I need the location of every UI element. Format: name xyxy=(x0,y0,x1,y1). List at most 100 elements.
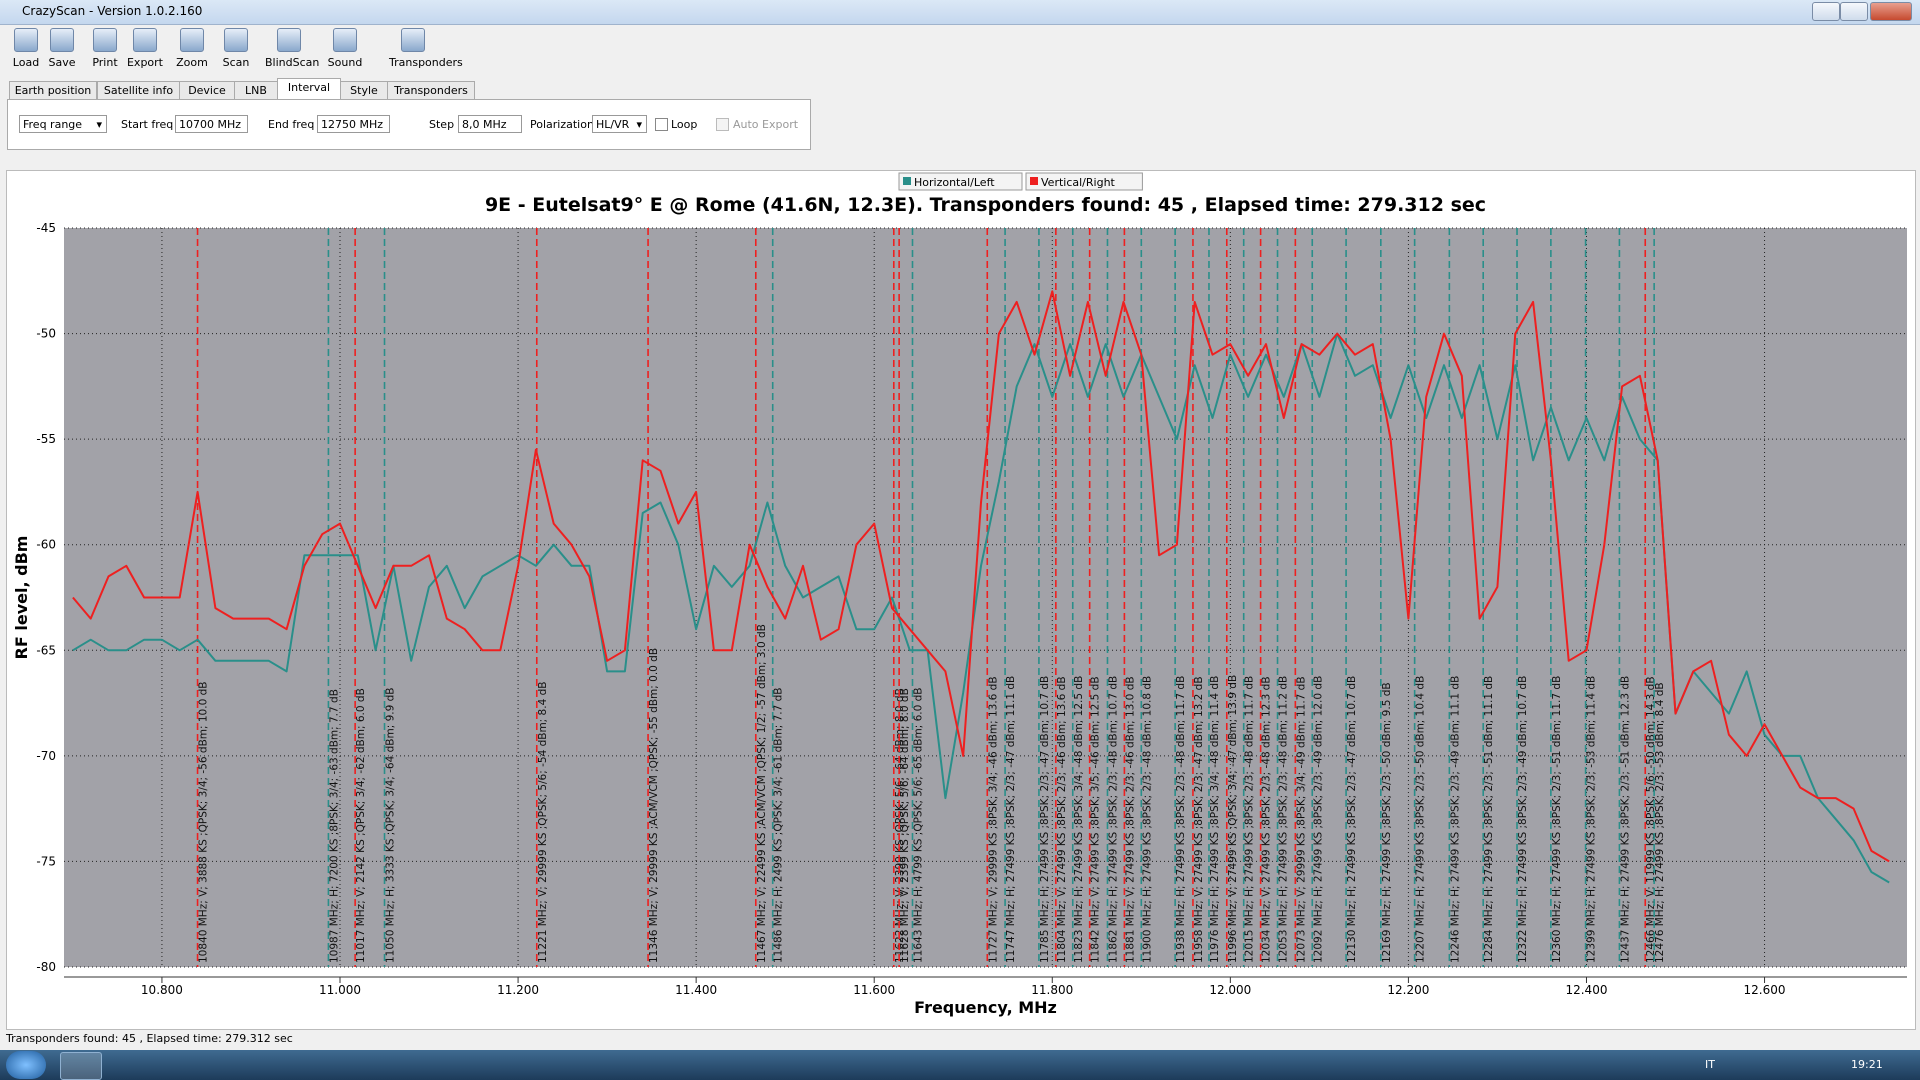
legend-label: Vertical/Right xyxy=(1041,176,1116,189)
chart-panel: 9E - Eutelsat9° E @ Rome (41.6N, 12.3E).… xyxy=(6,170,1916,1030)
x-tick-label: 11.600 xyxy=(853,983,895,997)
taskbar-app[interactable] xyxy=(60,1052,102,1080)
transponder-label: 11467 MHz; V; 22499 KS ;ACM/VCM ;QPSK; 1… xyxy=(756,624,768,963)
transponder-label: 11976 MHz; H; 27499 KS ;8PSK; 3/4; -48 d… xyxy=(1209,676,1221,963)
toolbar-button[interactable]: BlindScan xyxy=(265,28,320,72)
series-line xyxy=(72,290,1890,863)
toolbar-icon xyxy=(133,28,157,52)
toolbar-icon xyxy=(14,28,38,52)
mode-dropdown[interactable]: Freq range ▾ xyxy=(19,115,107,133)
transponder-label: 11221 MHz; V; 29999 KS ;QPSK; 5/6; -54 d… xyxy=(537,682,549,963)
x-tick-label: 11.200 xyxy=(497,983,539,997)
tab[interactable]: Satellite info xyxy=(97,81,180,100)
transponder-label: 11050 MHz; H; 3333 KS ;QPSK; 3/4; -64 dB… xyxy=(385,688,397,964)
toolbar-button[interactable]: Print xyxy=(81,28,129,72)
interval-panel xyxy=(7,99,811,150)
legend-swatch xyxy=(1030,177,1038,185)
toolbar-button[interactable]: Scan xyxy=(212,28,260,72)
polarization-value: HL/VR xyxy=(596,118,630,131)
transponder-label: 12207 MHz; H; 27499 KS ;8PSK; 2/3; -50 d… xyxy=(1415,676,1427,963)
loop-label: Loop xyxy=(671,118,698,131)
y-tick-label: -50 xyxy=(36,327,56,341)
polarization-dropdown[interactable]: HL/VR ▾ xyxy=(592,115,647,133)
y-tick-label: -45 xyxy=(36,221,56,235)
minimize-button[interactable] xyxy=(1812,2,1840,21)
auto-export-checkbox[interactable] xyxy=(716,118,729,131)
auto-export-label: Auto Export xyxy=(733,118,799,131)
x-tick-label: 11.400 xyxy=(675,983,717,997)
start-input[interactable]: 10700 MHz xyxy=(175,115,248,133)
y-tick-label: -80 xyxy=(36,960,56,974)
x-tick-label: 12.200 xyxy=(1387,983,1429,997)
polarization-label: Polarization xyxy=(530,118,594,131)
chart: 9E - Eutelsat9° E @ Rome (41.6N, 12.3E).… xyxy=(12,172,1907,1017)
transponder-label: 11862 MHz; H; 27499 KS ;8PSK; 2/3; -48 d… xyxy=(1107,676,1119,963)
y-axis-title: RF level, dBm xyxy=(12,536,31,660)
transponder-label: 11881 MHz; V; 27499 KS ;8PSK; 2/3; -46 d… xyxy=(1124,676,1136,963)
toolbar-button[interactable]: Save xyxy=(38,28,86,72)
y-tick-label: -60 xyxy=(36,538,56,552)
taskbar: IT 19:21 xyxy=(0,1050,1920,1080)
window-title: CrazyScan - Version 1.0.2.160 xyxy=(22,4,203,18)
y-tick-label: -65 xyxy=(36,643,56,657)
close-button[interactable] xyxy=(1870,2,1912,21)
toolbar-icon xyxy=(401,28,425,52)
x-tick-label: 11.000 xyxy=(319,983,361,997)
mode-value: Freq range xyxy=(23,118,83,131)
transponder-label: 11785 MHz; H; 27499 KS ;8PSK; 2/3; -47 d… xyxy=(1039,676,1051,963)
transponder-label: 10840 MHz; V; 3888 KS ;QPSK; 3/4; -56 dB… xyxy=(198,682,210,963)
toolbar-label: Transponders xyxy=(389,56,463,69)
tab[interactable]: Transponders xyxy=(387,81,475,100)
transponder-label: 12476 MHz; H; 27499 KS ;8PSK; 2/3; -53 d… xyxy=(1654,682,1666,963)
toolbar-button[interactable]: Zoom xyxy=(168,28,216,72)
transponder-label: 12092 MHz; H; 27499 KS ;8PSK; 2/3; -49 d… xyxy=(1312,676,1324,963)
transponder-label: 11727 MHz; V; 29999 KS ;8PSK; 3/4; -46 d… xyxy=(987,676,999,963)
transponder-label: 12246 MHz; H; 27499 KS ;8PSK; 2/3; -49 d… xyxy=(1449,676,1461,963)
tab[interactable]: Interval xyxy=(277,78,341,101)
maximize-button[interactable] xyxy=(1840,2,1868,21)
toolbar-label: BlindScan xyxy=(265,56,320,69)
transponder-label: 10987 MHz; H; 7200 KS ;8PSK; 3/4; -63 dB… xyxy=(328,689,340,963)
step-label: Step xyxy=(429,118,455,131)
x-tick-label: 12.400 xyxy=(1565,983,1607,997)
toolbar-button[interactable]: Transponders xyxy=(389,28,463,72)
tab[interactable]: Style xyxy=(340,81,388,100)
toolbar-label: Scan xyxy=(222,56,250,69)
tab[interactable]: Earth position xyxy=(9,81,97,100)
transponder-label: 11938 MHz; H; 27499 KS ;8PSK; 2/3; -48 d… xyxy=(1175,676,1187,963)
x-tick-label: 10.800 xyxy=(141,983,183,997)
series-line xyxy=(72,332,1890,884)
toolbar-label: Save xyxy=(48,56,76,69)
toolbar-icon xyxy=(333,28,357,52)
end-input[interactable]: 12750 MHz xyxy=(317,115,390,133)
tab[interactable]: LNB xyxy=(234,81,278,100)
y-tick-label: -75 xyxy=(36,854,56,868)
toolbar-button[interactable]: Load xyxy=(2,28,50,72)
legend-box xyxy=(898,172,1023,191)
legend-swatch xyxy=(903,177,911,185)
transponder-label: 11842 MHz; V; 27499 KS ;8PSK; 3/5; -46 d… xyxy=(1090,676,1102,963)
transponder-label: 11900 MHz; H; 27499 KS ;8PSK; 2/3; -48 d… xyxy=(1141,676,1153,963)
transponder-label: 12053 MHz; H; 27499 KS ;8PSK; 2/3; -48 d… xyxy=(1278,676,1290,963)
transponder-label: 11747 MHz; H; 27499 KS ;8PSK; 2/3; -47 d… xyxy=(1005,676,1017,963)
transponder-label: 12034 MHz; V; 27499 KS ;8PSK; 2/3; -48 d… xyxy=(1261,676,1273,963)
loop-checkbox[interactable] xyxy=(655,118,668,131)
start-button[interactable] xyxy=(6,1051,46,1079)
tab[interactable]: Device xyxy=(179,81,235,100)
status-bar: Transponders found: 45 , Elapsed time: 2… xyxy=(6,1032,293,1045)
x-tick-label: 11.800 xyxy=(1031,983,1073,997)
transponder-label: 12399 MHz; H; 27499 KS ;8PSK; 2/3; -53 d… xyxy=(1586,676,1598,963)
transponder-label: 11628 MHz; V; 2399 KS ;QPSK; 5/6; -64 dB… xyxy=(899,688,911,963)
legend-label: Horizontal/Left xyxy=(914,176,995,189)
toolbar-button[interactable]: Export xyxy=(121,28,169,72)
step-input[interactable]: 8,0 MHz xyxy=(458,115,522,133)
transponder-label: 12130 MHz; H; 27499 KS ;8PSK; 2/3; -47 d… xyxy=(1346,676,1358,963)
transponder-label: 12437 MHz; H; 27499 KS ;8PSK; 2/3; -51 d… xyxy=(1619,676,1631,963)
transponder-label: 11996 MHz; V; 27499 KS ;QPSK; 3/4; -47 d… xyxy=(1227,675,1239,963)
toolbar-icon xyxy=(277,28,301,52)
toolbar-icon xyxy=(93,28,117,52)
toolbar-button[interactable]: Sound xyxy=(321,28,369,72)
transponder-label: 11958 MHz; V; 27499 KS ;8PSK; 2/3; -47 d… xyxy=(1193,676,1205,963)
transponder-label: 11017 MHz; V; 2142 KS ;QPSK; 3/4; -62 dB… xyxy=(355,688,367,963)
